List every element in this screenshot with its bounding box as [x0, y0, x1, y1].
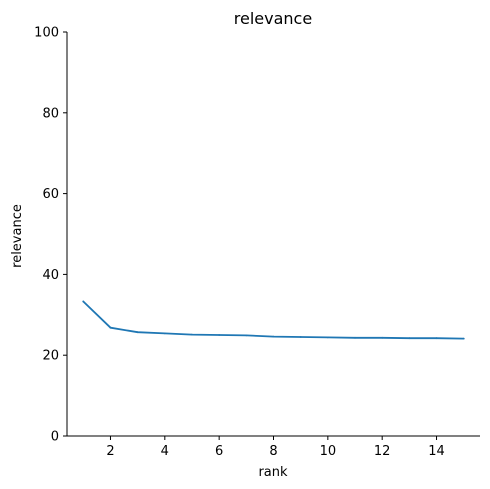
data-point — [326, 336, 329, 339]
data-point — [299, 336, 302, 338]
x-tick-label: 10 — [320, 444, 337, 459]
x-tick-label: 4 — [161, 444, 169, 459]
series-line — [82, 300, 465, 340]
data-point — [408, 337, 411, 340]
data-point — [245, 334, 248, 337]
y-tick-label: 80 — [42, 106, 59, 121]
x-axis-label: rank — [258, 465, 288, 480]
data-point — [191, 333, 193, 336]
y-axis: 0 20 40 60 80 100 — [34, 26, 68, 445]
data-point — [354, 336, 356, 339]
data-point — [136, 331, 139, 334]
data-point — [109, 326, 112, 329]
x-tick-label: 12 — [374, 444, 391, 459]
x-tick-label: 6 — [215, 444, 223, 459]
data-point — [272, 335, 275, 338]
y-tick-label: 60 — [42, 187, 59, 202]
data-point — [218, 334, 221, 336]
x-axis: 2 4 6 8 10 12 14 — [67, 435, 480, 459]
y-tick-label: 100 — [34, 26, 59, 41]
data-point — [435, 337, 438, 340]
data-point — [163, 332, 166, 335]
y-axis-label: relevance — [10, 204, 25, 268]
x-tick-label: 8 — [269, 444, 277, 459]
y-tick-label: 20 — [42, 349, 59, 364]
y-tick-label: 0 — [51, 430, 59, 445]
data-point — [82, 300, 85, 303]
x-tick-label: 2 — [106, 444, 114, 459]
data-point — [462, 337, 465, 340]
y-tick-label: 40 — [42, 268, 59, 283]
series-layer — [82, 300, 465, 340]
data-point — [381, 336, 384, 339]
chart-title: relevance — [234, 9, 312, 28]
x-tick-label: 14 — [428, 444, 445, 459]
